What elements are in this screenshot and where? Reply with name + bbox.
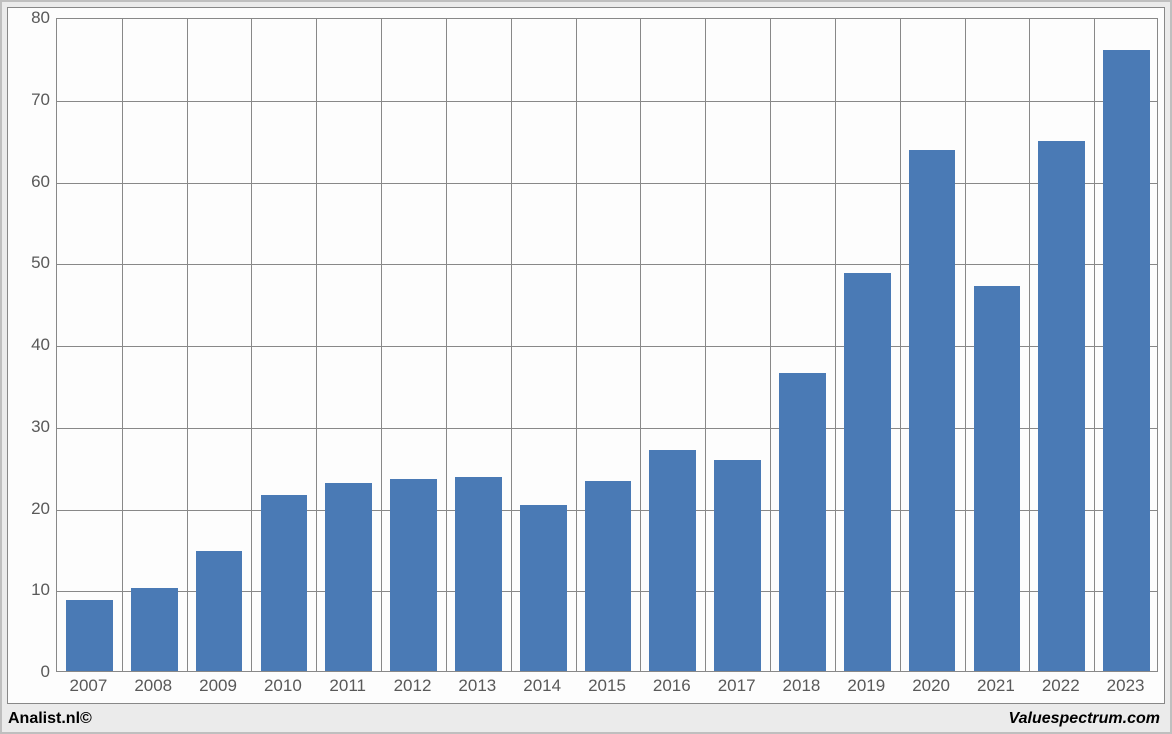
y-tick-label: 10 — [10, 580, 50, 600]
chart-inner: 0 10 20 30 40 50 60 70 80 2007 2008 2009 2010 2011 20… — [7, 7, 1165, 704]
gridline-vertical — [446, 19, 447, 671]
y-tick-label: 70 — [10, 90, 50, 110]
bar — [585, 481, 632, 671]
gridline-vertical — [1094, 19, 1095, 671]
bar — [131, 588, 178, 671]
x-tick-label: 2011 — [329, 676, 366, 696]
x-tick-label: 2022 — [1042, 676, 1080, 696]
bar — [649, 450, 696, 671]
y-tick-label: 0 — [10, 662, 50, 682]
x-tick-label: 2017 — [718, 676, 756, 696]
bar — [390, 479, 437, 671]
gridline-vertical — [1029, 19, 1030, 671]
gridline-vertical — [511, 19, 512, 671]
bar — [261, 495, 308, 671]
bar — [520, 505, 567, 671]
gridline-vertical — [900, 19, 901, 671]
x-tick-label: 2009 — [199, 676, 237, 696]
y-tick-label: 50 — [10, 253, 50, 273]
x-tick-label: 2008 — [134, 676, 172, 696]
gridline-horizontal — [57, 183, 1157, 184]
gridline-horizontal — [57, 101, 1157, 102]
x-tick-label: 2023 — [1107, 676, 1145, 696]
x-tick-label: 2012 — [394, 676, 432, 696]
y-tick-label: 80 — [10, 8, 50, 28]
x-tick-label: 2010 — [264, 676, 302, 696]
y-tick-label: 60 — [10, 172, 50, 192]
y-tick-label: 20 — [10, 499, 50, 519]
gridline-vertical — [770, 19, 771, 671]
bar — [1103, 50, 1150, 671]
gridline-vertical — [576, 19, 577, 671]
x-tick-label: 2007 — [69, 676, 107, 696]
gridline-vertical — [187, 19, 188, 671]
gridline-vertical — [316, 19, 317, 671]
chart-frame: 0 10 20 30 40 50 60 70 80 2007 2008 2009 2010 2011 20… — [0, 0, 1172, 734]
bar — [844, 273, 891, 671]
bar — [325, 483, 372, 671]
footer-right-label: Valuespectrum.com — [1009, 710, 1160, 728]
bar — [66, 600, 113, 671]
y-tick-label: 40 — [10, 335, 50, 355]
x-tick-label: 2018 — [783, 676, 821, 696]
x-tick-label: 2020 — [912, 676, 950, 696]
plot-area — [56, 18, 1158, 672]
bar — [909, 150, 956, 671]
x-tick-label: 2021 — [977, 676, 1015, 696]
x-tick-label: 2019 — [847, 676, 885, 696]
gridline-vertical — [835, 19, 836, 671]
x-tick-label: 2016 — [653, 676, 691, 696]
gridline-vertical — [705, 19, 706, 671]
gridline-vertical — [965, 19, 966, 671]
bar — [714, 460, 761, 671]
gridline-vertical — [640, 19, 641, 671]
y-tick-label: 30 — [10, 417, 50, 437]
bar — [974, 286, 1021, 671]
gridline-vertical — [381, 19, 382, 671]
x-tick-label: 2014 — [523, 676, 561, 696]
bar — [455, 477, 502, 671]
bar — [779, 373, 826, 671]
x-tick-label: 2015 — [588, 676, 626, 696]
gridline-horizontal — [57, 264, 1157, 265]
x-tick-label: 2013 — [458, 676, 496, 696]
footer-left-label: Analist.nl© — [8, 710, 92, 728]
bar — [196, 551, 243, 671]
gridline-vertical — [251, 19, 252, 671]
bar — [1038, 141, 1085, 671]
gridline-vertical — [122, 19, 123, 671]
